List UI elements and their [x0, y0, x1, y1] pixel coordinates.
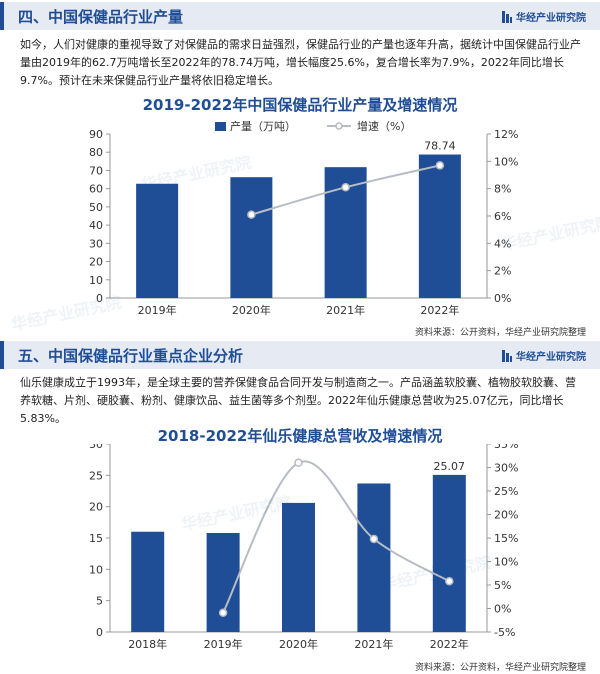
bar: [230, 177, 273, 298]
chart-title: 2019-2022年中国保健品行业产量及增速情况: [142, 96, 458, 114]
source-note: 资料来源：公开资料，华经产业研究院整理: [414, 328, 586, 338]
right-tick-label: 25%: [494, 485, 518, 498]
right-tick-label: 2%: [494, 265, 511, 278]
brand-logo-icon: [502, 11, 512, 23]
growth-line: [222, 460, 450, 614]
data-label: 25.07: [434, 460, 466, 473]
left-tick-label: 15: [89, 532, 103, 545]
bar: [136, 183, 179, 298]
right-tick-label: 6%: [494, 210, 511, 223]
left-tick-label: 50: [89, 201, 103, 214]
right-tick-label: 5%: [494, 579, 511, 592]
legend-line-label: 增速（%）: [357, 119, 411, 133]
legend-bar-label: 产量（万吨）: [230, 119, 296, 133]
left-tick-label: 0: [96, 626, 103, 639]
production-paragraph: 如今，人们对健康的重视导致了对保健品的需求日益强烈，保健品行业的产量也逐年升高，…: [20, 38, 581, 87]
right-tick-label: 20%: [494, 509, 518, 522]
right-tick-label: -5%: [494, 626, 515, 639]
x-tick-label: 2020年: [232, 303, 271, 317]
production-chart: 0 10 20 30 40 50 60 70 80 90 0% 2% 4% 6% 8% 10% 12% 2019年…: [89, 119, 518, 317]
growth-point: [341, 183, 350, 192]
x-tick-label: 2021年: [354, 637, 393, 651]
right-tick-label: 12%: [494, 128, 518, 141]
left-tick-label: 60: [89, 183, 103, 196]
left-tick-label: 0: [96, 292, 103, 305]
left-tick-label: 40: [89, 219, 103, 232]
growth-point: [294, 458, 303, 468]
bar: [357, 483, 391, 632]
source-note: 资料来源：公开资料，华经产业研究院整理: [414, 663, 586, 673]
growth-point: [369, 534, 379, 544]
left-tick-label: 10: [89, 274, 103, 287]
data-label: 78.74: [424, 140, 456, 153]
revenue-chart: 0 5 10 15 20 25 30 -5% 0% 5% 10% 15% 20% 25% 30% 35% 201…: [89, 444, 518, 651]
left-tick-label: 30: [89, 444, 103, 451]
x-tick-label: 2018年: [128, 637, 167, 651]
legend-line-label: 增速（%）: [357, 444, 411, 445]
x-tick-label: 2021年: [326, 303, 365, 317]
left-tick-label: 80: [89, 146, 103, 159]
right-tick-label: 30%: [494, 462, 518, 475]
legend-bar-label: 总营收（亿元）: [230, 444, 307, 445]
x-tick-label: 2019年: [204, 637, 243, 651]
x-tick-label: 2022年: [420, 303, 459, 317]
bar: [432, 474, 466, 632]
left-tick-label: 20: [89, 501, 103, 514]
right-tick-label: 4%: [494, 237, 511, 250]
bar: [131, 531, 165, 632]
right-tick-label: 35%: [494, 444, 518, 451]
bar: [418, 154, 461, 298]
header-accent-bar: [0, 341, 4, 369]
growth-point: [247, 210, 256, 219]
brand-label: 华经产业研究院: [502, 348, 586, 363]
left-tick-label: 25: [89, 469, 103, 482]
right-tick-label: 0%: [494, 292, 511, 305]
bar: [206, 532, 240, 632]
growth-point: [218, 608, 228, 617]
growth-point: [435, 161, 445, 170]
legend-line-marker: [335, 122, 343, 130]
right-tick-label: 15%: [494, 532, 518, 545]
brand-text: 华经产业研究院: [516, 352, 586, 363]
left-tick-label: 20: [89, 256, 103, 269]
x-tick-label: 2020年: [279, 637, 318, 651]
x-tick-label: 2019年: [138, 303, 177, 317]
bar: [282, 502, 315, 632]
x-tick-label: 2022年: [430, 637, 469, 651]
growth-point: [445, 576, 454, 586]
header-accent-bar: [0, 2, 4, 30]
section-header-production: 四、中国保健品行业产量 华经产业研究院: [0, 2, 600, 30]
right-tick-label: 10%: [494, 556, 518, 569]
brand-label: 华经产业研究院: [502, 9, 586, 24]
section-header-company: 五、中国保健品行业重点企业分析 华经产业研究院: [0, 341, 600, 369]
right-tick-label: 0%: [494, 603, 511, 616]
brand-logo-icon: [502, 350, 512, 362]
chart-title: 2018-2022年仙乐健康总营收及增速情况: [157, 427, 443, 445]
section-title: 四、中国保健品行业产量: [18, 8, 184, 26]
left-tick-label: 30: [89, 237, 103, 250]
left-tick-label: 10: [89, 563, 103, 576]
company-paragraph: 仙乐健康成立于1993年，是全球主要的营养保健食品合同开发与制造商之一。产品涵盖…: [20, 376, 576, 425]
legend-bar-swatch: [215, 122, 226, 131]
brand-text: 华经产业研究院: [516, 13, 586, 24]
left-tick-label: 5: [96, 595, 103, 608]
section-title: 五、中国保健品行业重点企业分析: [18, 347, 244, 365]
right-tick-label: 8%: [494, 183, 511, 196]
right-tick-label: 10%: [494, 155, 518, 168]
left-tick-label: 90: [89, 128, 103, 141]
left-tick-label: 70: [89, 164, 103, 177]
